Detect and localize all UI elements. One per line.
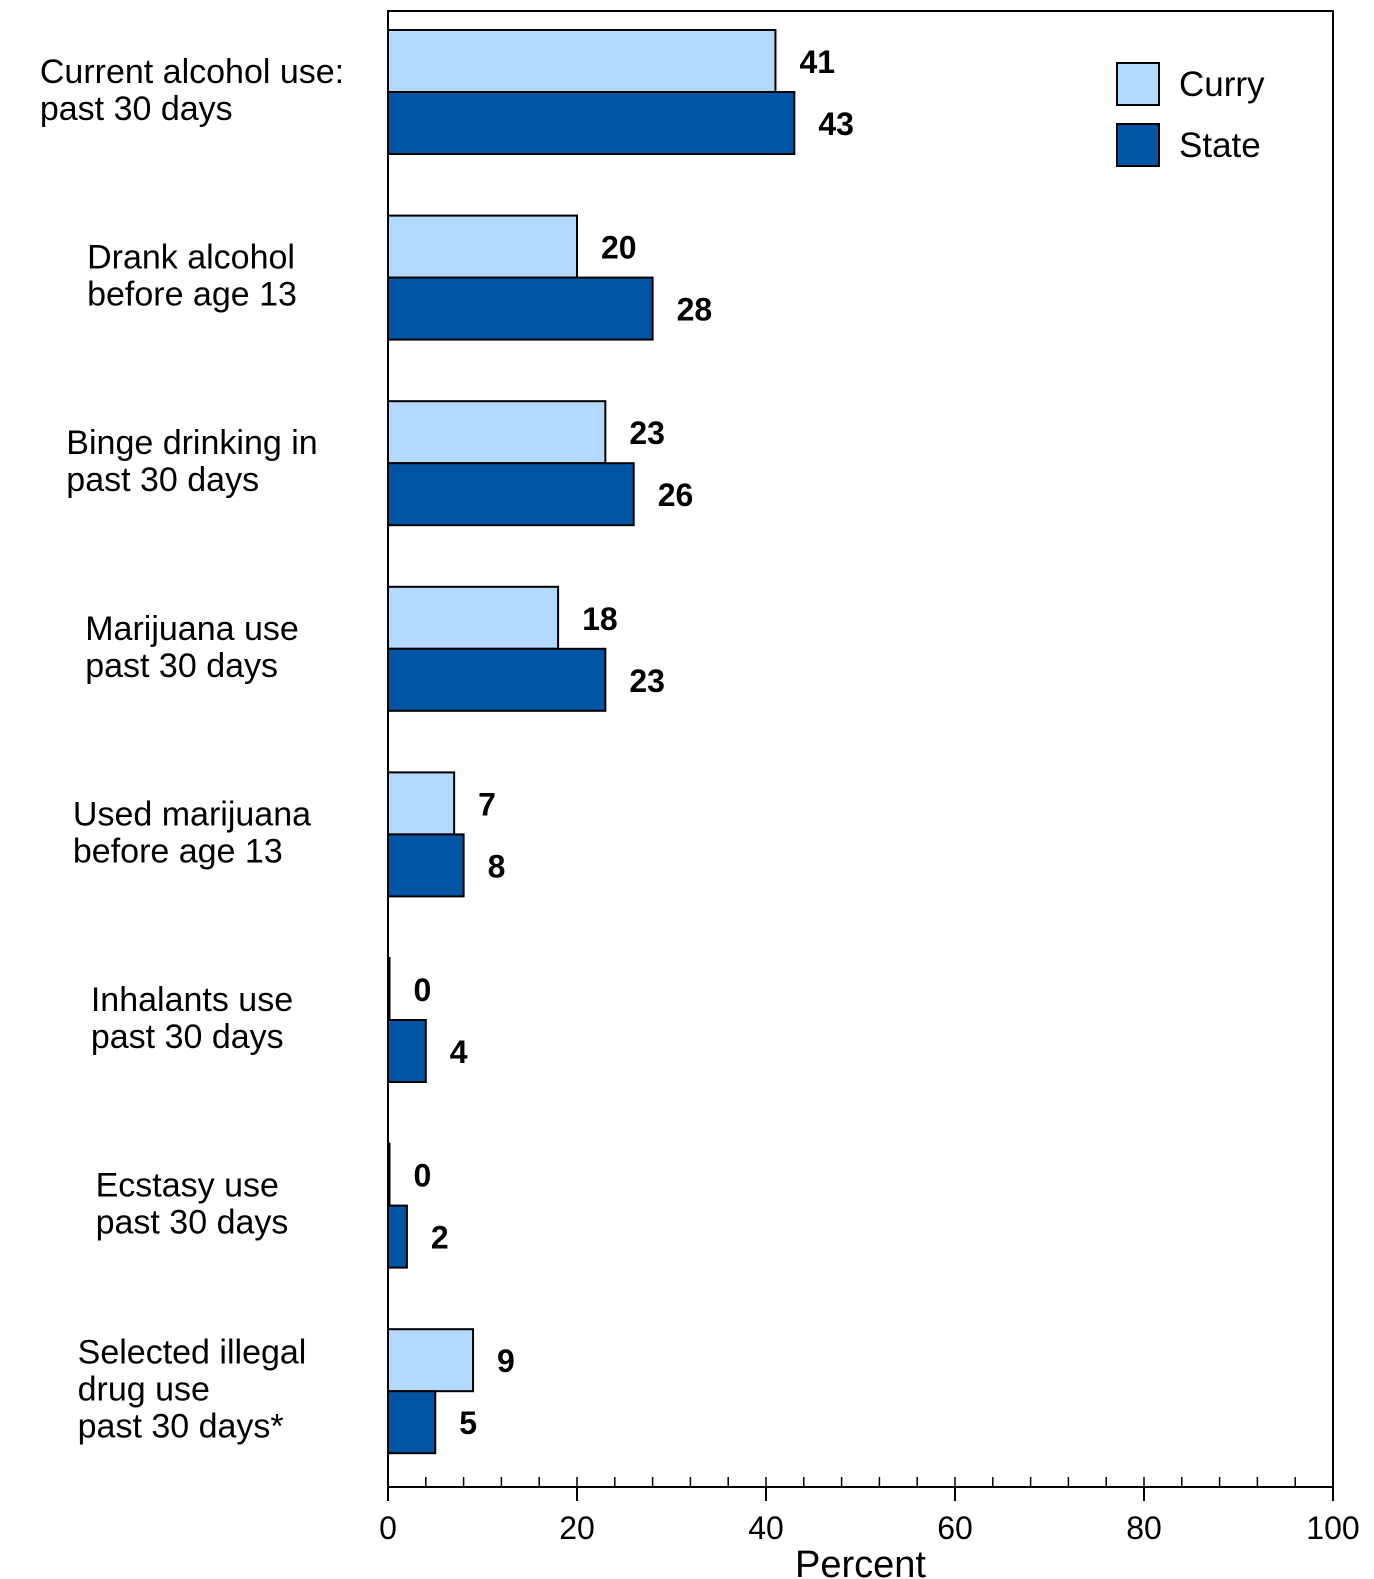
legend: Curry State bbox=[1116, 62, 1265, 167]
bar-state-0 bbox=[387, 91, 796, 155]
bar-state-2 bbox=[387, 462, 635, 527]
x-tick-label-100: 100 bbox=[1306, 1510, 1359, 1546]
value-label-curry-2: 23 bbox=[629, 415, 665, 451]
value-label-state-6: 2 bbox=[431, 1220, 449, 1256]
x-tick-label-20: 20 bbox=[559, 1510, 595, 1546]
legend-label-state: State bbox=[1179, 126, 1261, 165]
bar-state-5 bbox=[387, 1019, 427, 1083]
bar-state-7 bbox=[387, 1390, 437, 1455]
x-tick-label-80: 80 bbox=[1126, 1510, 1162, 1546]
value-label-curry-4: 7 bbox=[478, 786, 496, 822]
category-label-6: Ecstasy use past 30 days bbox=[96, 1167, 289, 1242]
bar-curry-3 bbox=[387, 585, 560, 650]
bar-curry-6 bbox=[387, 1142, 391, 1207]
x-tick-label-60: 60 bbox=[937, 1510, 973, 1546]
value-label-state-7: 5 bbox=[459, 1405, 477, 1441]
bar-curry-1 bbox=[387, 214, 578, 279]
value-label-curry-0: 41 bbox=[799, 44, 835, 80]
bar-state-1 bbox=[387, 276, 654, 341]
value-label-state-5: 4 bbox=[450, 1034, 468, 1070]
bar-state-4 bbox=[387, 833, 465, 898]
bar-curry-0 bbox=[387, 29, 777, 93]
value-label-curry-5: 0 bbox=[414, 972, 432, 1008]
x-tick-label-0: 0 bbox=[379, 1510, 397, 1546]
value-label-curry-6: 0 bbox=[414, 1158, 432, 1194]
value-label-curry-7: 9 bbox=[497, 1343, 515, 1379]
bar-state-6 bbox=[387, 1204, 408, 1269]
bar-curry-2 bbox=[387, 400, 607, 465]
x-axis-title: Percent bbox=[795, 1544, 926, 1579]
value-label-state-4: 8 bbox=[488, 848, 506, 884]
category-label-1: Drank alcohol before age 13 bbox=[87, 239, 297, 314]
value-label-state-3: 23 bbox=[629, 663, 665, 699]
value-label-curry-1: 20 bbox=[601, 230, 637, 266]
legend-label-curry: Curry bbox=[1179, 65, 1265, 104]
bar-curry-4 bbox=[387, 771, 456, 836]
x-tick-label-40: 40 bbox=[748, 1510, 784, 1546]
category-label-4: Used marijuana before age 13 bbox=[73, 795, 311, 870]
legend-swatch-curry bbox=[1116, 62, 1160, 106]
bar-curry-7 bbox=[387, 1328, 475, 1393]
x-axis-ticks: 0 20 40 60 80 100 bbox=[379, 1477, 1360, 1546]
value-label-curry-3: 18 bbox=[582, 601, 618, 637]
category-label-3: Marijuana use past 30 days bbox=[85, 610, 299, 685]
bar-state-3 bbox=[387, 647, 607, 712]
bars-layer bbox=[387, 29, 796, 1455]
category-label-0: Current alcohol use: past 30 days bbox=[40, 53, 344, 128]
category-label-5: Inhalants use past 30 days bbox=[91, 981, 293, 1056]
legend-swatch-state bbox=[1116, 123, 1160, 167]
value-label-state-0: 43 bbox=[818, 106, 854, 142]
category-label-2: Binge drinking in past 30 days bbox=[66, 424, 317, 499]
bar-curry-5 bbox=[387, 957, 391, 1021]
category-labels-layer: Current alcohol use: past 30 days Drank al… bbox=[40, 53, 344, 1446]
category-label-7: Selected illegal drug use past 30 days* bbox=[78, 1334, 307, 1446]
value-label-state-1: 28 bbox=[677, 292, 713, 328]
value-label-state-2: 26 bbox=[658, 477, 694, 513]
